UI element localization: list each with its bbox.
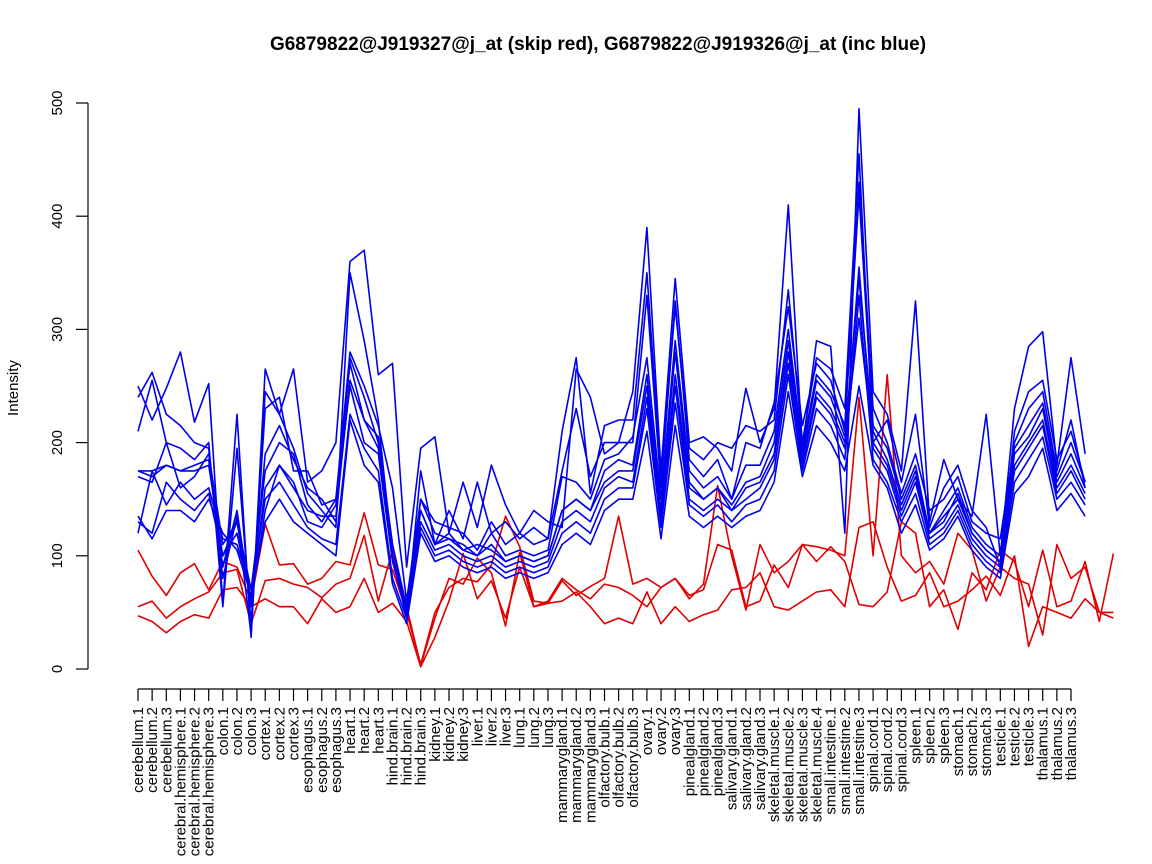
x-tick-label: esophagus.1: [300, 707, 317, 793]
x-tick-label: cerebral.hemisphere.3: [201, 707, 218, 856]
x-tick-label: esophagus.2: [314, 707, 331, 793]
x-tick-label: colon.2: [229, 707, 246, 755]
x-tick-label: heart.2: [356, 707, 373, 754]
x-tick-label: testicle.3: [1021, 707, 1038, 766]
x-tick-label: stomach.2: [964, 707, 981, 776]
x-tick-label: liver.1: [469, 707, 486, 746]
x-tick-label: olfactory.bulb.3: [625, 707, 642, 808]
y-tick-label: 500: [49, 90, 66, 115]
x-tick-label: ovary.2: [653, 707, 670, 755]
x-tick-label: liver.3: [498, 707, 515, 746]
series-line-inc-10: [137, 294, 1086, 619]
x-tick-label: kidney.3: [455, 707, 472, 762]
x-tick-label: testicle.2: [1006, 707, 1023, 766]
x-tick-label: thalamus.3: [1063, 707, 1080, 780]
series-line-inc-6: [137, 181, 1086, 625]
x-tick-label: mammarygland.1: [554, 707, 571, 823]
x-tick-label: pinealgland.2: [695, 707, 712, 796]
y-tick-label: 100: [49, 543, 66, 568]
series-line-skip-2: [137, 520, 1115, 667]
y-axis: 0 100 200 300 400 500: [49, 90, 89, 673]
x-tick-label: cortex.2: [271, 707, 288, 760]
x-tick-label: ovary.1: [639, 707, 656, 755]
x-tick-label: stomach.3: [978, 707, 995, 776]
x-tick-label: liver.2: [483, 707, 500, 746]
x-tick-label: spleen.1: [908, 707, 925, 764]
x-tick-label: skeletal.muscle.4: [809, 707, 826, 822]
series-line-skip-1: [137, 373, 1114, 666]
series-line-inc-12: [137, 317, 1086, 614]
y-tick-label: 0: [49, 665, 66, 673]
x-tick-label: skeletal.muscle.2: [780, 707, 797, 822]
x-tick-label: salivary.gland.2: [738, 707, 755, 810]
x-tick-label: thalamus.1: [1035, 707, 1052, 780]
y-axis-label: Intensity: [5, 360, 22, 416]
x-tick-label: cerebellum.2: [144, 707, 161, 793]
series-layer: [137, 107, 1115, 668]
x-tick-label: heart.3: [370, 707, 387, 754]
x-tick-label: salivary.gland.3: [752, 707, 769, 810]
x-tick-label: cortex.1: [257, 707, 274, 760]
x-tick-label: lung.2: [526, 707, 543, 748]
series-line-inc-5: [137, 153, 1086, 636]
x-tick-label: esophagus.3: [328, 707, 345, 793]
x-tick-label: lung.3: [540, 707, 557, 748]
x-tick-label: cerebellum.1: [130, 707, 147, 793]
x-tick-label: lung.1: [512, 707, 529, 748]
x-tick-label: spinal.cord.3: [893, 707, 910, 792]
x-tick-label: small.intestine.1: [823, 707, 840, 815]
y-tick-label: 300: [49, 317, 66, 342]
x-tick-label: hind.brain.3: [413, 707, 430, 785]
x-tick-label: pinealgland.1: [681, 707, 698, 796]
series-line-inc-11: [137, 385, 1086, 625]
x-tick-label: skeletal.muscle.1: [766, 707, 783, 822]
y-tick-label: 400: [49, 204, 66, 229]
series-line-skip-3: [137, 520, 1114, 668]
x-tick-label: mammarygland.2: [568, 707, 585, 823]
x-tick-label: spleen.2: [922, 707, 939, 764]
x-tick-label: small.intestine.2: [837, 707, 854, 815]
x-tick-label: testicle.1: [992, 707, 1009, 766]
x-tick-label: hind.brain.2: [399, 707, 416, 785]
x-tick-label: small.intestine.3: [851, 707, 868, 815]
x-tick-label: cerebral.hemisphere.2: [187, 707, 204, 856]
x-tick-label: pinealgland.3: [710, 707, 727, 796]
x-tick-label: spinal.cord.1: [865, 707, 882, 792]
x-tick-label: hind.brain.1: [384, 707, 401, 785]
x-tick-label: cerebral.hemisphere.1: [172, 707, 189, 856]
x-tick-label: heart.1: [342, 707, 359, 754]
x-tick-label: spleen.3: [936, 707, 953, 764]
x-tick-label: olfactory.bulb.2: [611, 707, 628, 808]
x-tick-label: skeletal.muscle.3: [794, 707, 811, 822]
series-line-inc-9: [137, 266, 1086, 614]
x-tick-label: colon.1: [215, 707, 232, 755]
x-tick-label: kidney.1: [427, 707, 444, 762]
series-line-inc-4: [137, 107, 1086, 639]
x-tick-label: ovary.3: [667, 707, 684, 755]
x-axis: cerebellum.1cerebellum.2cerebellum.3cere…: [130, 688, 1080, 856]
x-tick-label: stomach.1: [950, 707, 967, 776]
x-tick-label: cerebellum.3: [158, 707, 175, 793]
x-tick-label: colon.3: [243, 707, 260, 755]
x-tick-label: cortex.3: [286, 707, 303, 760]
x-tick-label: salivary.gland.1: [724, 707, 741, 810]
x-tick-label: thalamus.2: [1049, 707, 1066, 780]
x-tick-label: kidney.2: [441, 707, 458, 762]
x-tick-label: mammarygland.3: [582, 707, 599, 823]
y-tick-label: 200: [49, 430, 66, 455]
x-tick-label: olfactory.bulb.1: [597, 707, 614, 808]
x-tick-label: spinal.cord.2: [879, 707, 896, 792]
chart-title: G6879822@J919327@j_at (skip red), G68798…: [270, 34, 926, 55]
